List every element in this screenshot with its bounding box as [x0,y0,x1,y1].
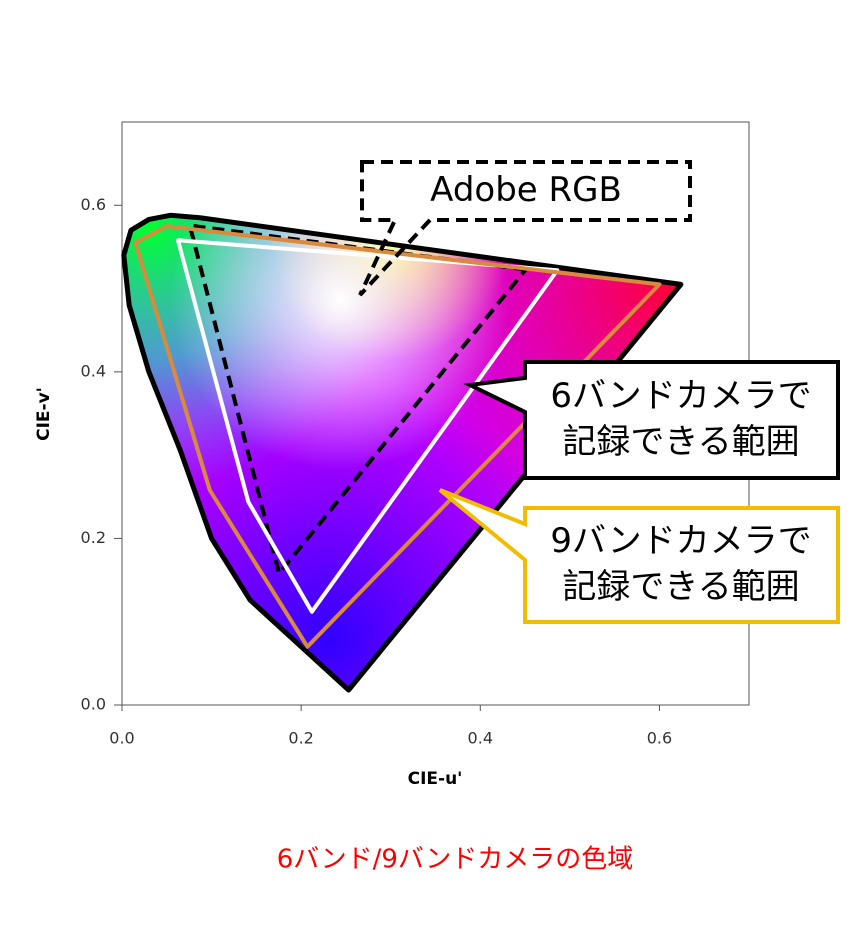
y-tick-label: 0.6 [81,195,106,214]
gamut-outline [187,223,528,576]
callout-label: 9バンドカメラで記録できる範囲 [550,521,811,607]
y-tick-label: 0.2 [81,528,106,547]
gamut-outline [133,224,662,649]
x-tick-label: 0.4 [468,729,493,748]
y-tick-label: 0.0 [81,695,106,714]
gamut-outline [175,238,560,614]
gamut-outline [121,212,684,693]
callout-box [463,360,840,480]
x-axis-label: CIE-u' [408,769,463,789]
callout-box [358,160,692,297]
x-tick-label: 0.6 [647,729,672,748]
caption: 6バンド/9バンドカメラの色域 [277,845,633,875]
x-tick-label: 0.2 [288,729,313,748]
y-axis-label: CIE-v' [34,387,54,441]
x-tick-label: 0.0 [109,729,134,748]
callout-label: Adobe RGB [430,170,622,210]
callout-box [438,488,840,624]
y-tick-label: 0.4 [81,361,106,380]
callout-label: 6バンドカメラで記録できる範囲 [550,376,811,462]
